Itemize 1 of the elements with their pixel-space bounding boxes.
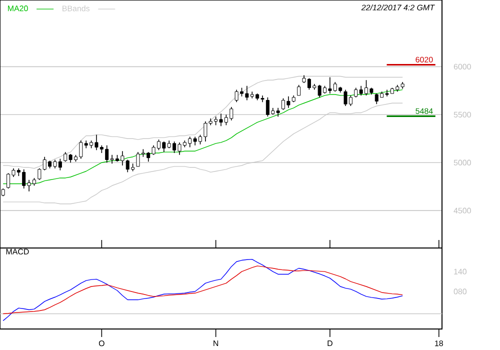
candlestick: [297, 84, 301, 96]
